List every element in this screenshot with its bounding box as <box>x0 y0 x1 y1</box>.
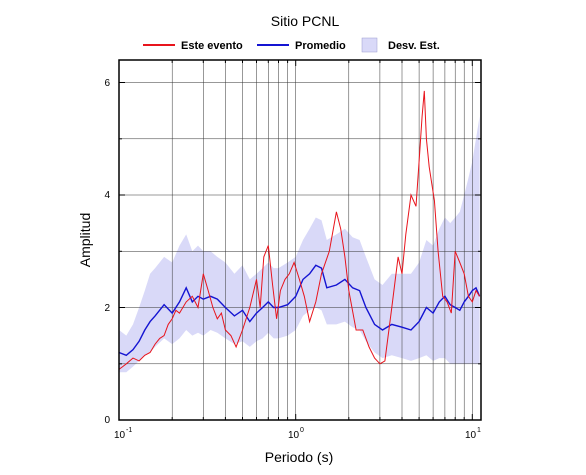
x-tick-label: 10 1 <box>465 427 481 441</box>
legend-swatch-band <box>361 37 378 53</box>
y-axis-tick-labels: 0 2 4 6 <box>104 78 110 426</box>
std-dev-band <box>119 116 480 373</box>
x-tick-exponent: 1 <box>477 427 481 434</box>
x-tick-exponent: 0 <box>300 427 304 434</box>
plot-frame <box>118 59 482 421</box>
x-tick-label: 10 -1 <box>114 427 132 441</box>
chart-title: Sitio PCNL <box>271 13 340 29</box>
legend-label-event: Este evento <box>181 40 243 52</box>
x-tick-label: 10 0 <box>288 427 304 441</box>
x-tick-base: 10 <box>288 430 300 441</box>
y-tick-label: 4 <box>104 190 110 201</box>
legend-label-mean: Promedio <box>295 40 346 52</box>
y-axis-label: Amplitud <box>77 213 93 267</box>
series-line-mean <box>118 264 481 357</box>
legend: Este evento Promedio Desv. Est. <box>143 37 440 53</box>
plot-area <box>118 59 482 421</box>
y-tick-label: 6 <box>104 78 110 89</box>
y-tick-label: 2 <box>104 303 110 314</box>
x-axis-tick-labels: 10 -1 10 0 10 1 <box>114 427 481 441</box>
axis-ticks <box>118 60 481 421</box>
y-tick-label: 0 <box>104 415 110 426</box>
legend-label-band: Desv. Est. <box>388 40 440 52</box>
x-tick-base: 10 <box>465 430 477 441</box>
plot-background <box>119 60 481 420</box>
x-axis-label: Periodo (s) <box>265 449 333 465</box>
x-tick-base: 10 <box>114 430 126 441</box>
series-line-event <box>118 90 481 370</box>
x-tick-exponent: -1 <box>126 427 132 434</box>
